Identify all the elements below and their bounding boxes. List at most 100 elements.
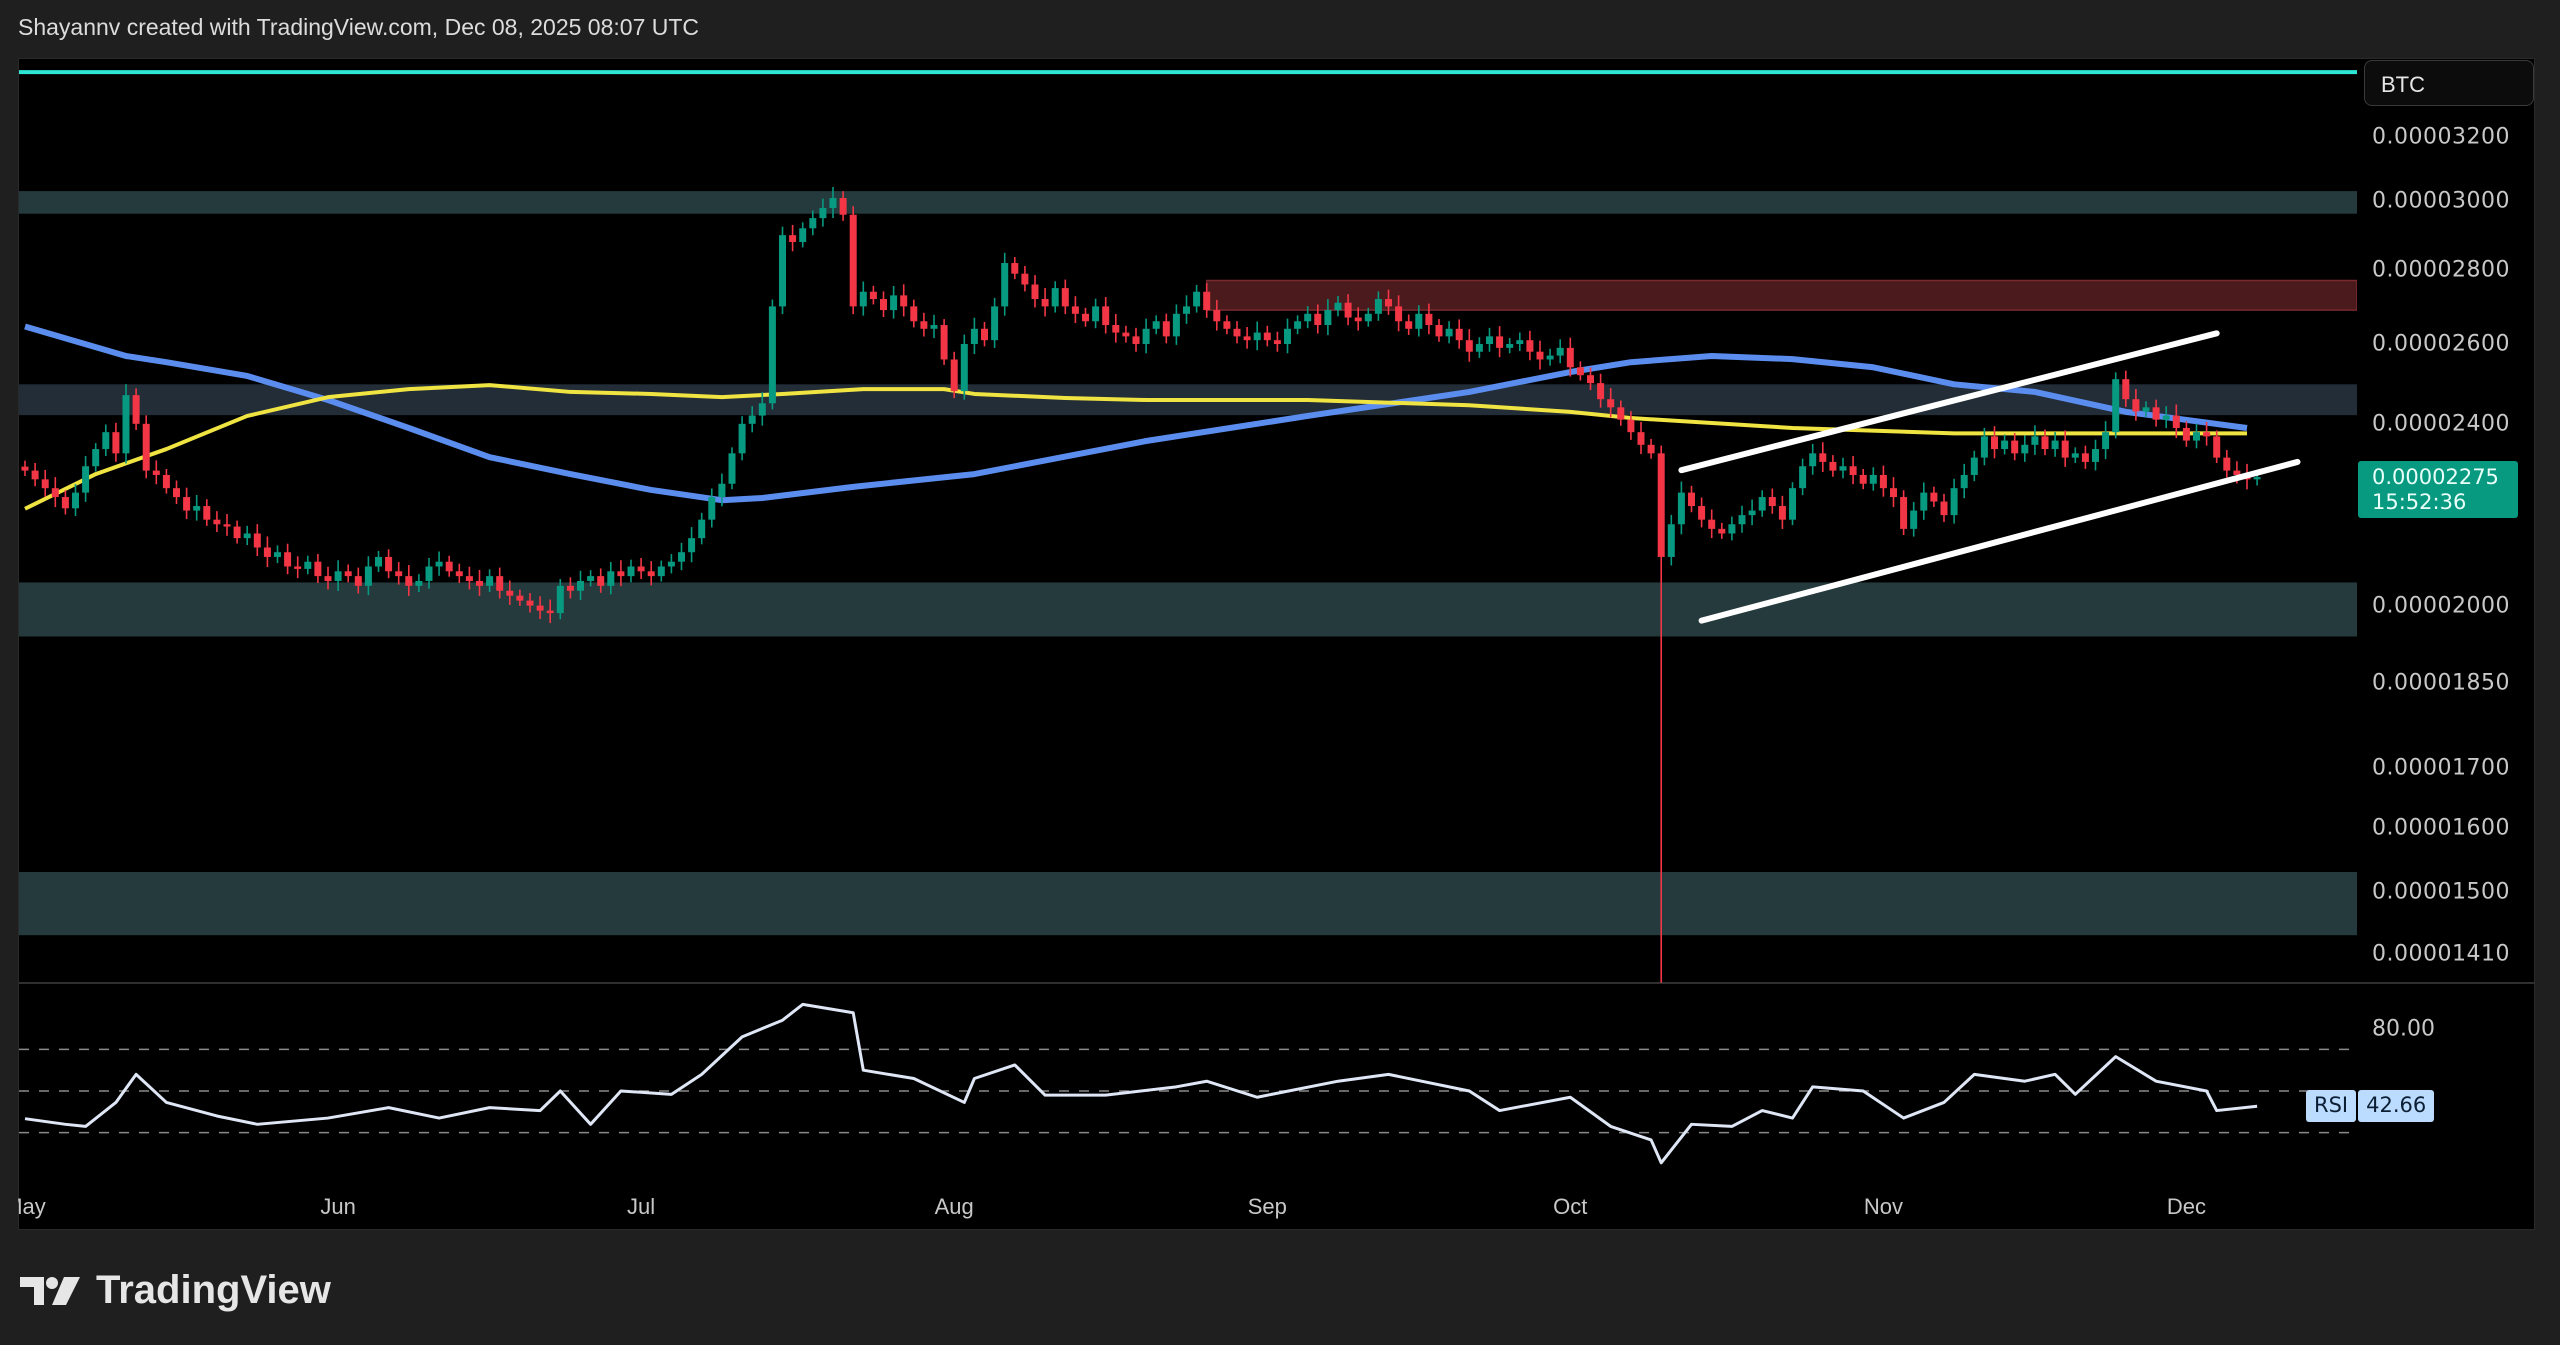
- candle-body: [1082, 313, 1089, 322]
- candle: [122, 384, 130, 464]
- candle-body: [112, 432, 120, 454]
- zones-layer: [19, 70, 2357, 936]
- candle-body: [1677, 492, 1685, 525]
- candle: [243, 525, 251, 546]
- candle-body: [920, 321, 928, 329]
- candle: [556, 579, 564, 620]
- candle-body: [1465, 340, 1473, 352]
- candle-body: [1455, 328, 1463, 341]
- candle-body: [364, 566, 372, 586]
- zone-4[interactable]: [19, 872, 2357, 936]
- price-tick: 0.00002600: [2372, 331, 2510, 357]
- candle-body: [1486, 336, 1493, 345]
- candle: [890, 286, 898, 319]
- candle-body: [1657, 453, 1665, 557]
- candle-body: [2213, 436, 2221, 458]
- candle-body: [1516, 340, 1524, 345]
- candle-body: [354, 576, 362, 586]
- candle-body: [2011, 440, 2019, 454]
- candle: [1031, 275, 1039, 308]
- candle-body: [829, 198, 837, 209]
- time-label: Dec: [2166, 1194, 2206, 1219]
- candle: [1879, 465, 1887, 497]
- candle: [708, 488, 716, 528]
- candle-body: [284, 552, 292, 567]
- candle-body: [2253, 477, 2261, 480]
- candle-body: [1385, 299, 1392, 307]
- candle: [1698, 497, 1706, 528]
- candle: [829, 186, 837, 219]
- candle-body: [799, 228, 807, 243]
- candle-body: [1284, 328, 1291, 345]
- candle-body: [1597, 383, 1605, 400]
- candle: [1465, 329, 1473, 362]
- candle: [809, 210, 817, 236]
- candle-body: [1395, 306, 1403, 322]
- candle: [102, 424, 110, 457]
- candle: [1688, 485, 1695, 513]
- candle: [344, 564, 352, 583]
- trendline-0[interactable]: [1678, 330, 2220, 474]
- candle: [1374, 291, 1382, 321]
- candle-body: [940, 325, 948, 360]
- ma-yellow-line: [24, 383, 2247, 511]
- candle-body: [768, 306, 776, 404]
- candle: [61, 490, 69, 515]
- candle: [2152, 399, 2160, 427]
- price-tick: 0.00001700: [2372, 755, 2510, 781]
- candle-body: [486, 576, 494, 586]
- candle-body: [2081, 453, 2089, 462]
- candle: [314, 554, 322, 584]
- candle: [72, 484, 79, 517]
- candle-body: [1556, 347, 1564, 356]
- candle-body: [880, 299, 887, 311]
- candle-body: [1738, 515, 1746, 525]
- candle: [991, 297, 999, 348]
- candle: [1122, 325, 1130, 343]
- candle-body: [536, 605, 544, 611]
- candle: [465, 566, 473, 590]
- candle: [2172, 404, 2180, 439]
- candle: [1294, 315, 1302, 335]
- candle: [183, 487, 191, 520]
- candle-body: [1112, 325, 1120, 333]
- candle: [142, 415, 150, 479]
- candle: [1385, 289, 1392, 315]
- candle-body: [1273, 340, 1281, 345]
- candle: [445, 555, 453, 577]
- candle-body: [597, 576, 605, 586]
- drawings-layer: [1678, 330, 2301, 624]
- candle-body: [1496, 336, 1504, 348]
- candle-body: [274, 552, 281, 557]
- candle: [1253, 321, 1261, 351]
- price-tick: 0.00003200: [2372, 124, 2510, 150]
- candle: [1677, 481, 1685, 535]
- candle-body: [1152, 321, 1160, 329]
- candle: [1284, 318, 1291, 354]
- candle: [1082, 307, 1089, 327]
- candle: [667, 554, 675, 574]
- candle: [2071, 447, 2079, 464]
- candle: [223, 514, 231, 536]
- candle-body: [102, 432, 110, 450]
- currency-button[interactable]: BTC: [2364, 60, 2534, 106]
- zone-0[interactable]: [19, 191, 2357, 214]
- candle-body: [1364, 313, 1372, 322]
- candle: [2122, 370, 2130, 407]
- candle: [1607, 388, 1615, 418]
- tradingview-logo-icon: [20, 1276, 80, 1305]
- zone-3[interactable]: [19, 582, 2357, 637]
- chart-panel[interactable]: [18, 58, 2535, 1230]
- candle: [2132, 388, 2140, 421]
- candle: [334, 560, 342, 592]
- tradingview-logo[interactable]: TradingView: [20, 1268, 331, 1313]
- candle: [859, 281, 867, 316]
- candle: [869, 285, 877, 305]
- candle-body: [162, 474, 170, 489]
- candle: [1183, 295, 1190, 324]
- trendline-1[interactable]: [1698, 458, 2301, 624]
- candle: [910, 299, 918, 328]
- candle-body: [1021, 273, 1029, 285]
- candle-body: [900, 295, 908, 307]
